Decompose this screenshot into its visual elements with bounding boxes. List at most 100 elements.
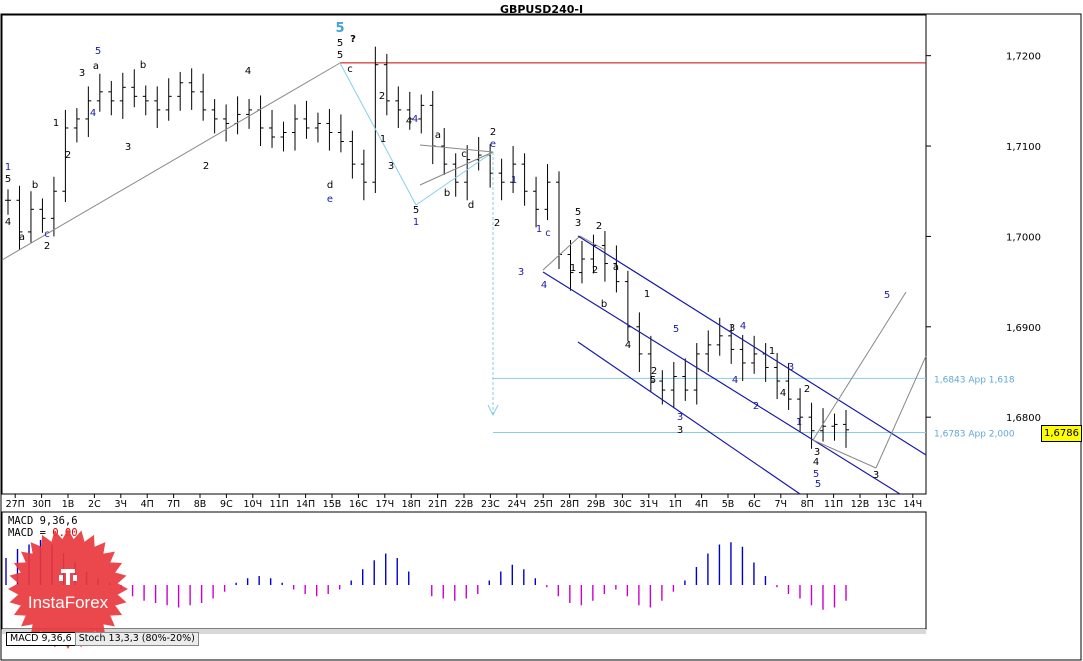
wave-label: 5 xyxy=(575,207,581,218)
price-tick-label: 1,6900 xyxy=(1006,323,1041,334)
wave-label: a xyxy=(613,262,619,273)
projection-line xyxy=(812,439,877,469)
wave-label: 4 xyxy=(541,280,547,291)
time-tick-label: 2С xyxy=(88,499,101,510)
time-tick-label: 8П xyxy=(801,499,814,510)
wave-label: 5 xyxy=(5,174,11,185)
wave-label: 2 xyxy=(753,401,759,412)
time-tick-label: 5В xyxy=(722,499,735,510)
time-tick-label: 11П xyxy=(270,499,289,510)
tab-stoch[interactable]: Stoch 13,3,3 (80%-20%) xyxy=(74,632,199,646)
wave-label: 5 xyxy=(815,479,821,490)
time-tick-label: 7П xyxy=(167,499,180,510)
wave-label: c xyxy=(347,64,353,75)
time-tick-label: 7Ч xyxy=(775,499,788,510)
wave-label: 4 xyxy=(5,217,11,228)
wave-label: 5 xyxy=(813,469,819,480)
wave-label: d xyxy=(468,200,474,211)
wave-label: 5 xyxy=(884,290,890,301)
wave-label: 4 xyxy=(245,66,251,77)
wave-label: b xyxy=(444,188,450,199)
wave-label: 2 xyxy=(44,241,50,252)
wave-label: 4 xyxy=(780,388,786,399)
wave-label: e xyxy=(327,194,333,205)
time-tick-label: 17Ч xyxy=(375,499,394,510)
projection-line xyxy=(875,355,927,469)
instaforex-logo: InstaForex xyxy=(6,527,130,651)
time-tick-label: 14П xyxy=(296,499,315,510)
time-tick-label: 27П xyxy=(6,499,25,510)
time-tick-label: 14Ч xyxy=(903,499,922,510)
time-tick-label: 16С xyxy=(349,499,368,510)
wave-label: 2 xyxy=(494,218,500,229)
wave-label: c xyxy=(545,228,551,239)
time-tick-label: 4П xyxy=(695,499,708,510)
trend-line xyxy=(1,62,341,261)
wave-label: 5 xyxy=(650,375,656,386)
tab-macd[interactable]: MACD 9,36,6 xyxy=(6,632,76,646)
time-tick-label: 24Ч xyxy=(507,499,526,510)
macd-pane xyxy=(1,511,927,630)
wave-label: 1 xyxy=(380,134,386,145)
current-price-marker: 1,6786 xyxy=(1041,425,1082,442)
logo-burst-icon xyxy=(8,529,128,649)
time-tick-label: 3Ч xyxy=(115,499,128,510)
wave-label: 3 xyxy=(788,362,794,373)
macd-label: MACD 9,36,6 xyxy=(8,515,78,527)
price-pane xyxy=(1,14,927,495)
wave-label: 1 xyxy=(570,263,576,274)
wave-label: 4 xyxy=(90,108,96,119)
wave-line xyxy=(579,235,606,251)
outer-frame xyxy=(0,13,1082,661)
wave-label: 1 xyxy=(5,162,11,173)
wave-label: 5 xyxy=(673,324,679,335)
time-tick-label: 15В xyxy=(323,499,342,510)
wave-label: 5 xyxy=(413,205,419,216)
wave-label: 3 xyxy=(677,412,683,423)
wave-label: 2 xyxy=(651,366,657,377)
time-tick-label: 23С xyxy=(481,499,500,510)
wave-label: 1 xyxy=(53,118,59,129)
time-tick-label: 6С xyxy=(748,499,761,510)
wave-label: 3 xyxy=(388,161,394,172)
wave-label: 4 xyxy=(732,375,738,386)
triangle-line xyxy=(419,151,494,186)
wave-label: 4? xyxy=(0,0,7,3)
time-tick-label: 22В xyxy=(455,499,474,510)
wave-label: a xyxy=(19,232,25,243)
projection-arrow xyxy=(487,404,499,417)
price-tick-label: 1,7200 xyxy=(1006,52,1041,63)
time-tick-label: 12В xyxy=(851,499,870,510)
wave-label: 2 xyxy=(592,265,598,276)
time-tick-label: 30С xyxy=(613,499,632,510)
time-tick-label: 1В xyxy=(62,499,75,510)
wave-label: 5 xyxy=(95,46,101,57)
wave-label: 4 xyxy=(412,114,418,125)
wave-label: 2 xyxy=(490,127,496,138)
time-tick-label: 18П xyxy=(402,499,421,510)
wave-label: 3 xyxy=(677,425,683,436)
macd-eq-text: MACD = xyxy=(8,527,53,539)
wave-label: 5 xyxy=(335,21,344,36)
wave-label: 5 xyxy=(337,38,343,49)
time-tick-label: 21П xyxy=(428,499,447,510)
wave-label: 3 xyxy=(729,323,735,334)
wave-line xyxy=(542,235,581,271)
price-tick-label: 1,6800 xyxy=(1006,413,1041,424)
time-tick-label: 25П xyxy=(534,499,553,510)
channel-lower-2 xyxy=(577,341,801,495)
wave-label: a xyxy=(435,130,441,141)
wave-label: 3 xyxy=(873,470,879,481)
wave-label: 2 xyxy=(804,384,810,395)
wave-label: 1 xyxy=(769,346,775,357)
indicator-tabs: MACD 9,36,6 Stoch 13,3,3 (80%-20%) xyxy=(6,632,199,646)
wave-label: 3 xyxy=(79,68,85,79)
wave-label: 1 xyxy=(536,224,542,235)
wave-label: 5 xyxy=(337,50,343,61)
wave-label: b xyxy=(601,299,607,310)
level-label: 1,6783 App 2,000 xyxy=(934,430,1015,440)
wave-label: 3 xyxy=(575,218,581,229)
wave-label: 2 xyxy=(596,221,602,232)
